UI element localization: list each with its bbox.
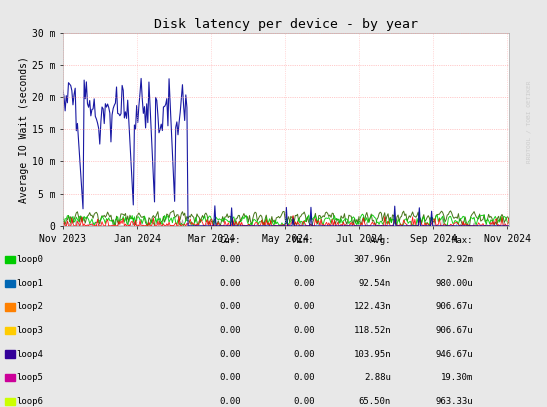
Text: 0.00: 0.00 bbox=[219, 279, 241, 288]
Text: 19.30m: 19.30m bbox=[441, 373, 473, 382]
Text: 0.00: 0.00 bbox=[293, 255, 315, 264]
Text: 963.33u: 963.33u bbox=[435, 397, 473, 406]
Text: 92.54n: 92.54n bbox=[359, 279, 391, 288]
Title: Disk latency per device - by year: Disk latency per device - by year bbox=[154, 18, 418, 31]
Text: 980.00u: 980.00u bbox=[435, 279, 473, 288]
Text: Max:: Max: bbox=[452, 236, 473, 245]
Text: 65.50n: 65.50n bbox=[359, 397, 391, 406]
Text: 0.00: 0.00 bbox=[293, 279, 315, 288]
Text: 906.67u: 906.67u bbox=[435, 326, 473, 335]
Text: 0.00: 0.00 bbox=[219, 302, 241, 311]
Text: 2.92m: 2.92m bbox=[446, 255, 473, 264]
Text: RRDTOOL / TOBI OETIKER: RRDTOOL / TOBI OETIKER bbox=[527, 81, 532, 163]
Text: loop3: loop3 bbox=[16, 326, 43, 335]
Text: 122.43n: 122.43n bbox=[353, 302, 391, 311]
Text: 0.00: 0.00 bbox=[293, 350, 315, 359]
Y-axis label: Average IO Wait (seconds): Average IO Wait (seconds) bbox=[19, 56, 29, 203]
Text: loop2: loop2 bbox=[16, 302, 43, 311]
Text: 0.00: 0.00 bbox=[293, 397, 315, 406]
Text: 0.00: 0.00 bbox=[293, 373, 315, 382]
Text: 0.00: 0.00 bbox=[293, 302, 315, 311]
Text: loop6: loop6 bbox=[16, 397, 43, 406]
Text: 0.00: 0.00 bbox=[219, 373, 241, 382]
Text: 0.00: 0.00 bbox=[219, 255, 241, 264]
Text: loop5: loop5 bbox=[16, 373, 43, 382]
Text: 0.00: 0.00 bbox=[219, 397, 241, 406]
Text: loop1: loop1 bbox=[16, 279, 43, 288]
Text: 118.52n: 118.52n bbox=[353, 326, 391, 335]
Text: 906.67u: 906.67u bbox=[435, 302, 473, 311]
Text: Cur:: Cur: bbox=[219, 236, 241, 245]
Text: 0.00: 0.00 bbox=[219, 326, 241, 335]
Text: 0.00: 0.00 bbox=[219, 350, 241, 359]
Text: 946.67u: 946.67u bbox=[435, 350, 473, 359]
Text: Avg:: Avg: bbox=[370, 236, 391, 245]
Text: 307.96n: 307.96n bbox=[353, 255, 391, 264]
Text: loop4: loop4 bbox=[16, 350, 43, 359]
Text: loop0: loop0 bbox=[16, 255, 43, 264]
Text: 103.95n: 103.95n bbox=[353, 350, 391, 359]
Text: 2.88u: 2.88u bbox=[364, 373, 391, 382]
Text: 0.00: 0.00 bbox=[293, 326, 315, 335]
Text: Min:: Min: bbox=[293, 236, 315, 245]
